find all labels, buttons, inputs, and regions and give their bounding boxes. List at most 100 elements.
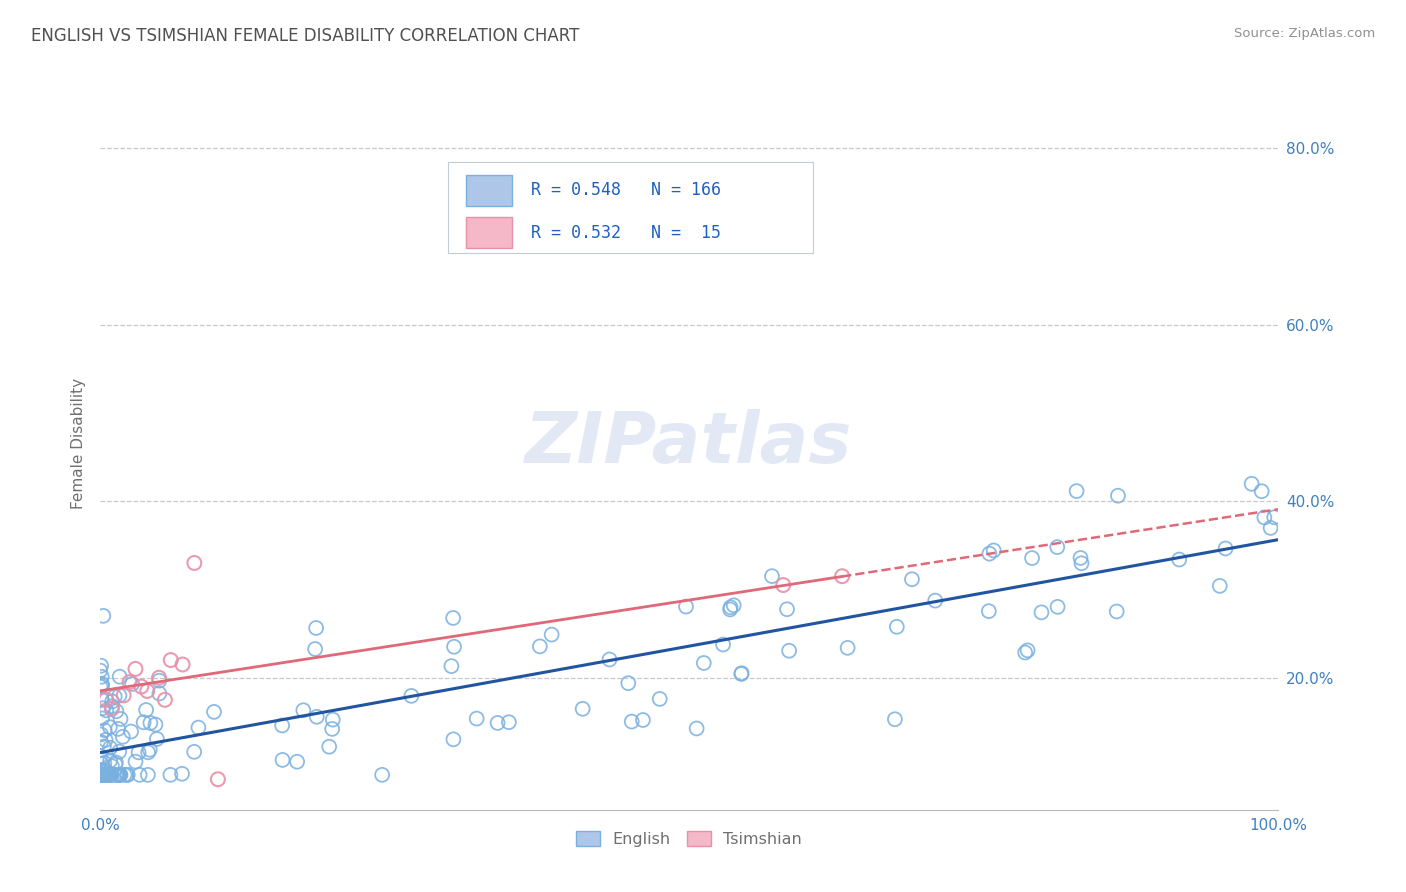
Point (207, 772, 229, 787)
Point (139, 743, 162, 757)
Point (599, 652, 621, 666)
Point (135, 703, 157, 717)
FancyBboxPatch shape (447, 161, 813, 253)
Point (617, 676, 640, 690)
Point (837, 640, 859, 655)
Point (443, 640, 465, 654)
Point (761, 569, 783, 583)
Point (148, 673, 170, 688)
Point (648, 692, 671, 706)
Point (94, 732, 117, 747)
Point (96, 768, 118, 782)
Point (90, 764, 112, 778)
Point (124, 755, 146, 769)
Point (96, 703, 118, 717)
Point (136, 684, 159, 698)
Point (96, 768, 118, 782)
Point (145, 717, 167, 731)
Point (120, 724, 142, 739)
Point (90, 768, 112, 782)
Point (465, 712, 488, 726)
Point (90, 727, 112, 741)
Point (104, 756, 127, 770)
Point (271, 753, 294, 767)
Point (93, 768, 115, 782)
Point (94, 764, 117, 778)
Point (128, 768, 150, 782)
Point (1168, 552, 1191, 566)
Point (91, 679, 114, 693)
Point (107, 768, 129, 782)
Point (101, 694, 124, 708)
Point (100, 768, 122, 782)
Point (107, 768, 129, 782)
Point (924, 593, 946, 607)
Point (89, 768, 111, 782)
Point (91, 608, 114, 623)
FancyBboxPatch shape (467, 175, 512, 206)
Point (371, 768, 394, 782)
Point (304, 642, 326, 657)
Point (114, 768, 136, 782)
Point (776, 602, 799, 616)
Point (685, 722, 707, 736)
Point (108, 670, 131, 684)
Point (98, 754, 121, 768)
Point (159, 768, 181, 782)
Point (89, 664, 111, 678)
Point (89, 765, 111, 780)
Point (90, 670, 112, 684)
Point (124, 662, 146, 676)
Point (271, 718, 294, 732)
Point (153, 693, 176, 707)
Point (107, 768, 129, 782)
Point (90, 735, 112, 749)
Point (94, 768, 117, 782)
Point (1253, 510, 1275, 524)
Point (107, 722, 129, 736)
Point (1215, 541, 1237, 556)
Point (131, 680, 153, 694)
Point (305, 710, 328, 724)
Point (202, 705, 225, 719)
Point (91, 768, 114, 782)
Point (89, 764, 111, 778)
Point (104, 757, 127, 772)
Point (1240, 476, 1263, 491)
Point (1046, 599, 1069, 614)
Point (93, 739, 115, 754)
Point (884, 712, 907, 726)
Point (91, 701, 114, 715)
Point (183, 556, 205, 570)
Point (97, 768, 120, 782)
Point (979, 547, 1001, 561)
Point (172, 657, 194, 672)
Point (778, 644, 800, 658)
Point (901, 572, 924, 586)
Point (105, 768, 128, 782)
Point (1017, 643, 1039, 657)
Point (631, 713, 654, 727)
Text: ZIPatlas: ZIPatlas (526, 409, 852, 478)
Point (170, 766, 193, 780)
Point (718, 602, 741, 616)
Point (90, 676, 112, 690)
Point (139, 715, 162, 730)
Point (90, 658, 112, 673)
Point (730, 666, 752, 681)
Point (101, 699, 124, 714)
Point (89, 749, 111, 764)
FancyBboxPatch shape (467, 218, 512, 248)
Point (1046, 540, 1069, 554)
Point (112, 689, 135, 703)
Point (571, 702, 593, 716)
Point (711, 638, 734, 652)
Point (486, 715, 509, 730)
Point (977, 604, 1000, 618)
Point (91, 711, 114, 725)
Point (1263, 510, 1285, 524)
Point (94, 693, 117, 707)
Point (100, 768, 122, 782)
Point (441, 611, 464, 625)
Point (831, 569, 853, 583)
